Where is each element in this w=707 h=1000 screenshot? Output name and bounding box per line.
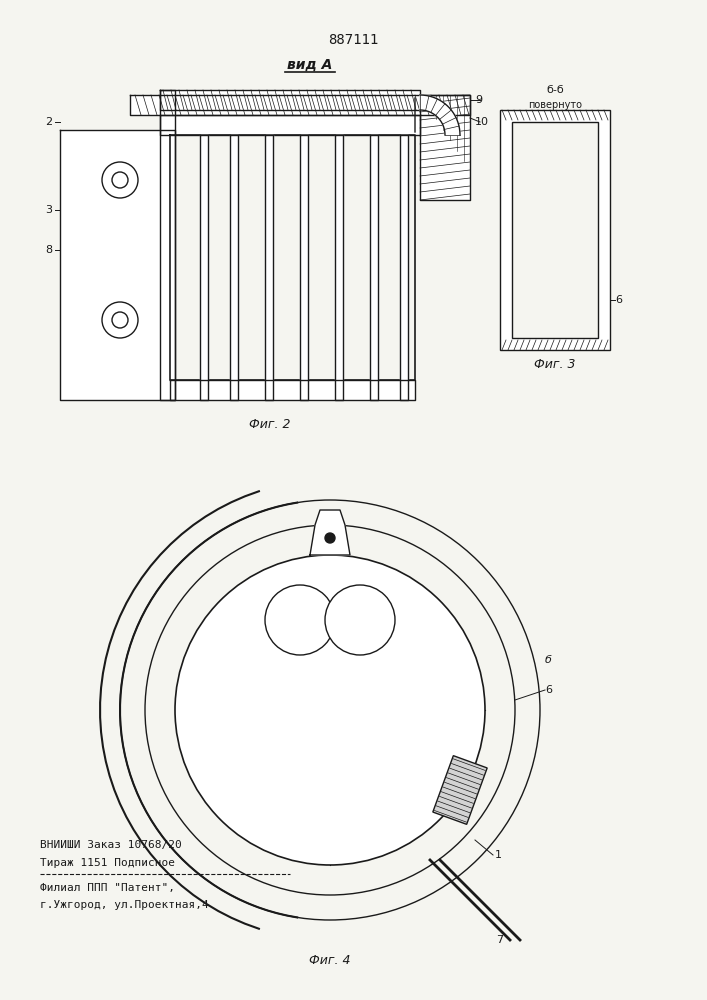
Text: 6: 6 [615,295,622,305]
Polygon shape [160,90,420,110]
Circle shape [175,555,485,865]
Circle shape [102,302,138,338]
Bar [500,110,610,350]
Circle shape [102,162,138,198]
Text: 2: 2 [45,117,52,127]
Bar [433,756,487,824]
Text: 8: 8 [45,245,52,255]
Polygon shape [130,95,470,115]
Polygon shape [265,135,273,400]
Text: Фиг. 3: Фиг. 3 [534,359,575,371]
Polygon shape [420,95,460,135]
Polygon shape [420,95,470,200]
Text: 9: 9 [475,95,482,105]
Text: 887111: 887111 [328,33,378,47]
Text: ВНИИШИ Заказ 10768/20: ВНИИШИ Заказ 10768/20 [40,840,182,850]
Bar [512,122,598,338]
Polygon shape [300,135,308,400]
Polygon shape [400,135,408,400]
Text: 10: 10 [475,117,489,127]
Text: 6: 6 [545,685,552,695]
Polygon shape [200,135,208,400]
Text: б-б: б-б [546,85,564,95]
Circle shape [265,585,335,655]
Polygon shape [310,510,350,555]
Text: 3: 3 [45,205,52,215]
Text: повернуто: повернуто [528,100,582,110]
Polygon shape [170,380,415,400]
Circle shape [325,585,395,655]
Circle shape [325,533,335,543]
Polygon shape [160,115,420,135]
Text: вид A: вид A [287,58,333,72]
Polygon shape [335,135,343,400]
Text: 7: 7 [496,935,503,945]
Text: Тираж 1151 Подписное: Тираж 1151 Подписное [40,858,175,868]
Polygon shape [60,130,175,400]
Polygon shape [230,135,238,400]
Text: Фиг. 2: Фиг. 2 [250,418,291,432]
Text: Фиг. 4: Фиг. 4 [309,954,351,966]
Text: Филиал ППП "Патент",: Филиал ППП "Патент", [40,883,175,893]
Text: г.Ужгород, ул.Проектная,4: г.Ужгород, ул.Проектная,4 [40,900,209,910]
Text: 1: 1 [495,850,502,860]
Text: б: б [545,655,552,665]
Polygon shape [370,135,378,400]
